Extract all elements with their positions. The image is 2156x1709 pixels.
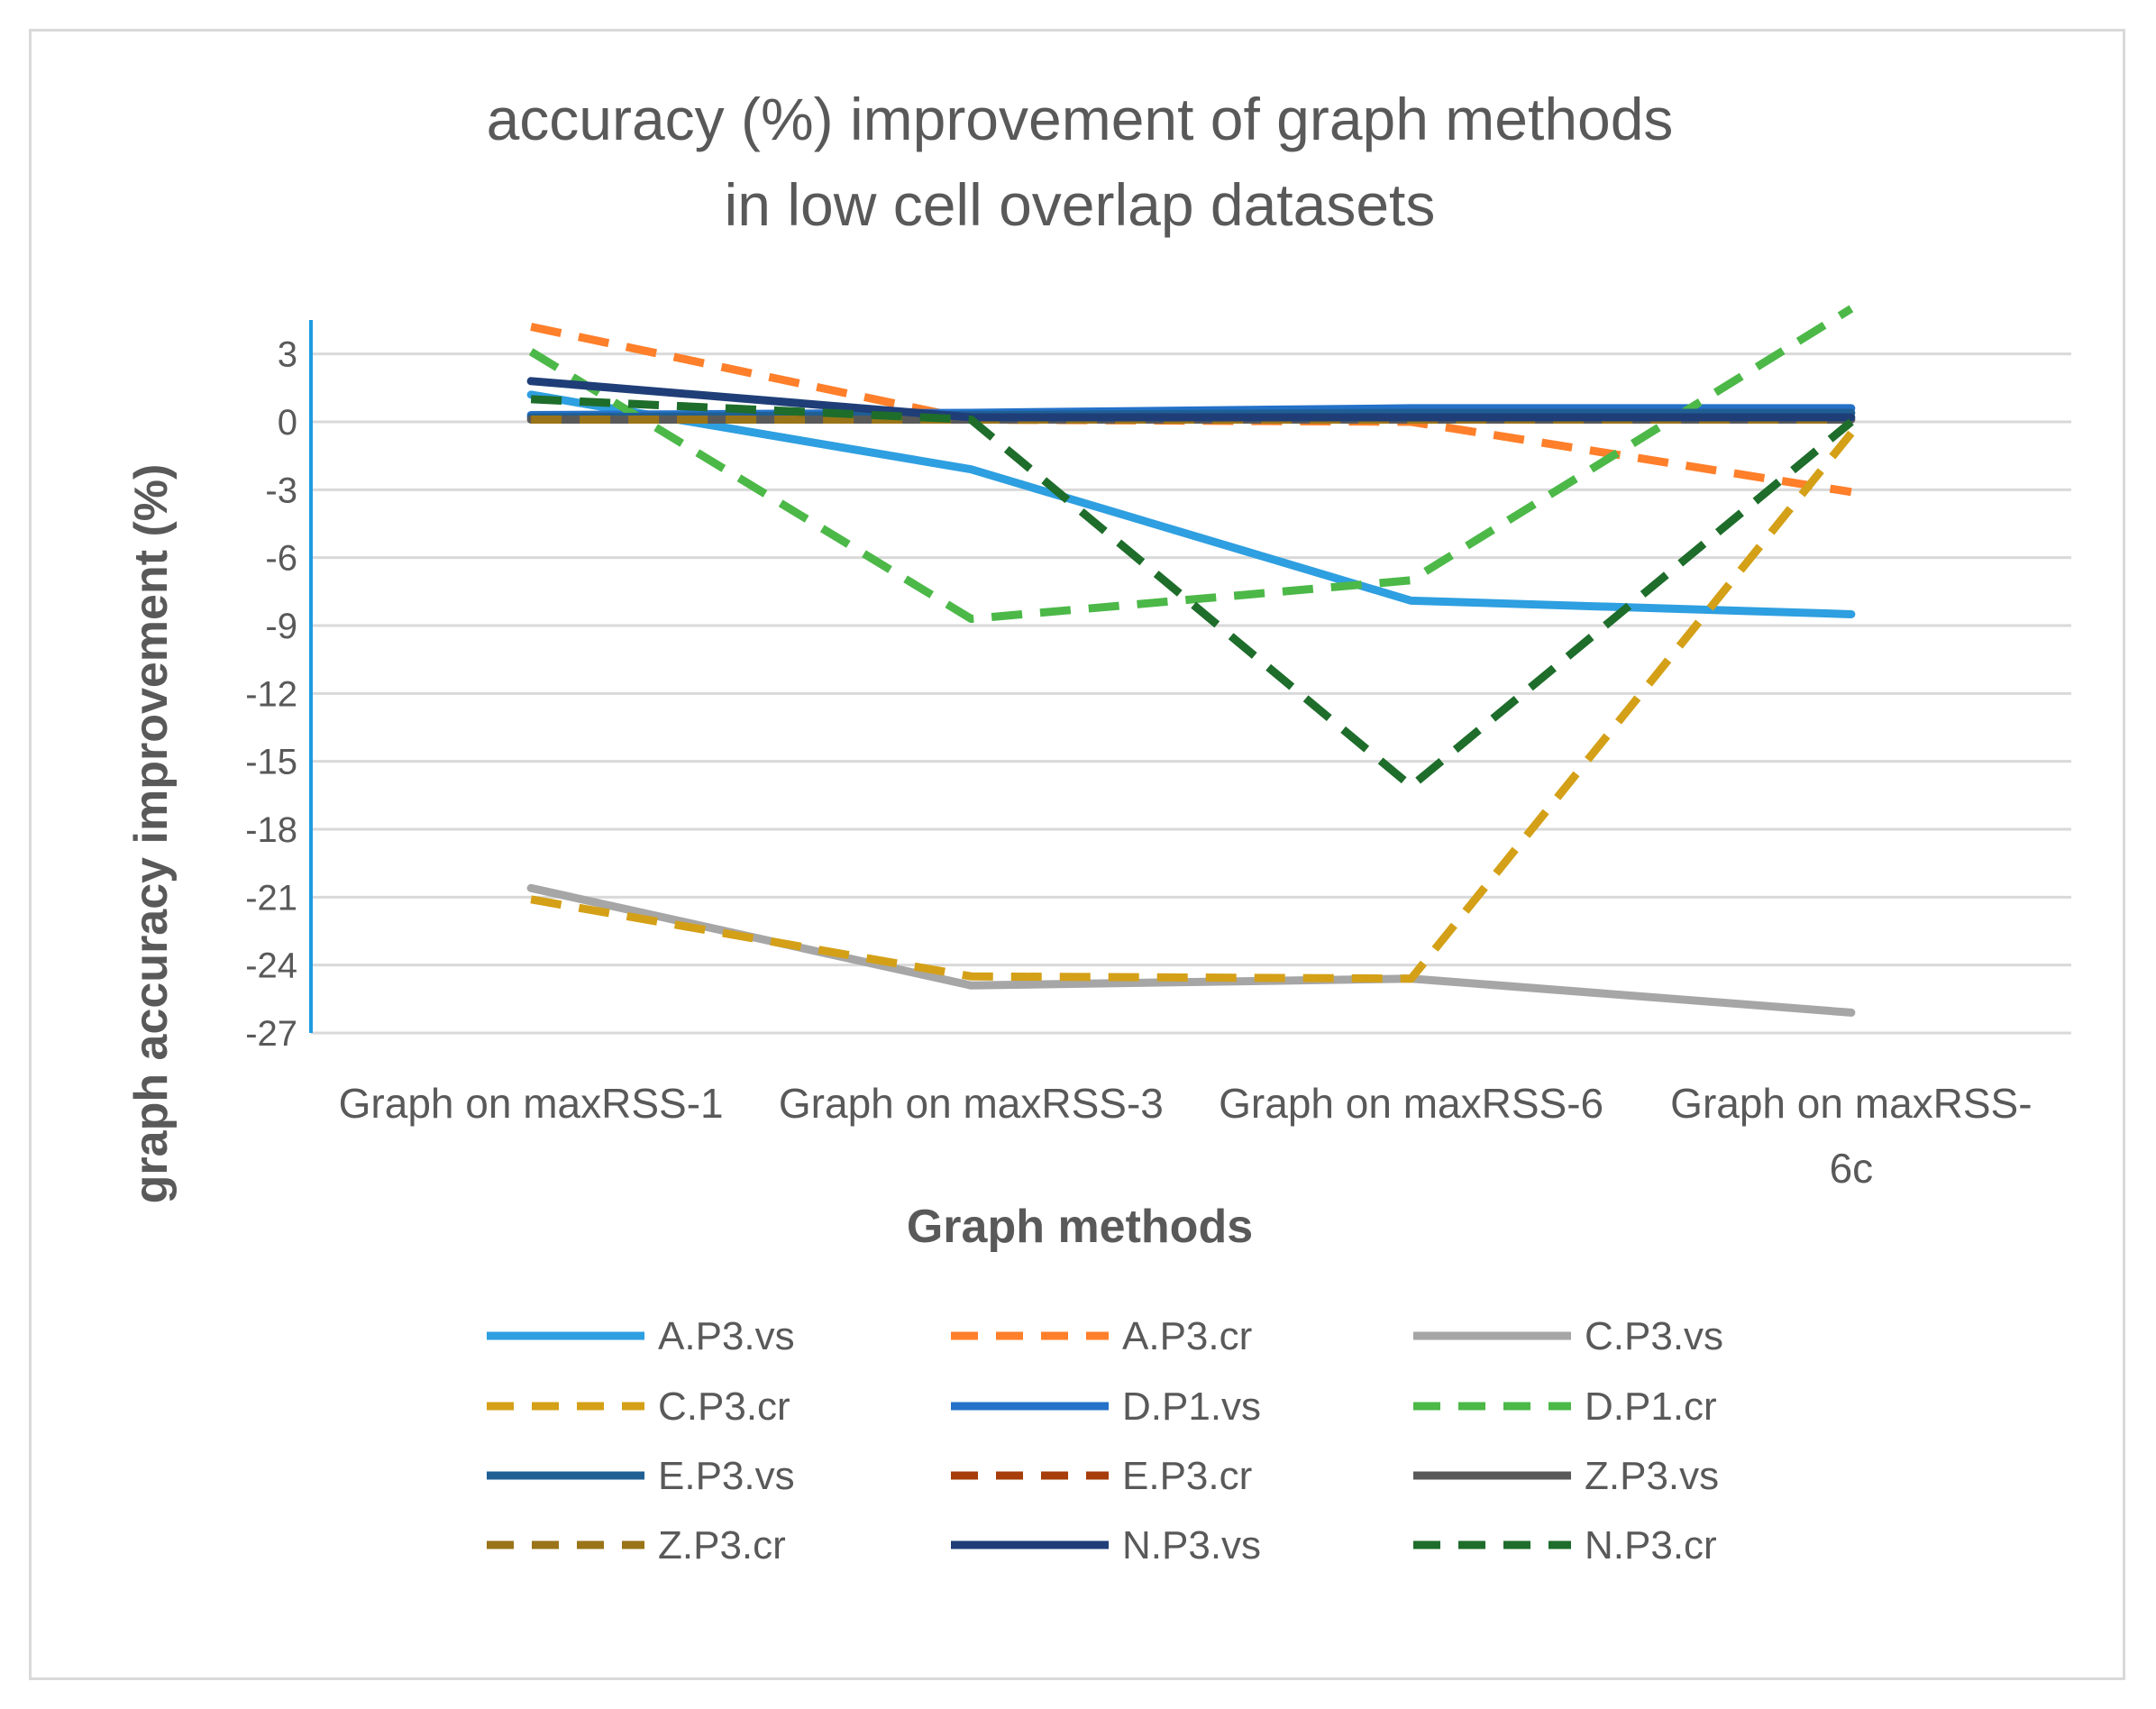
chart-title-line-2: in low cell overlap datasets (725, 171, 1436, 238)
y-tick-label: -24 (245, 946, 297, 986)
legend-item: A.P3.cr (951, 1314, 1252, 1358)
chart-title: accuracy (%) improvement of graph method… (487, 86, 1674, 238)
legend-label: D.P1.cr (1585, 1385, 1717, 1429)
series-line-d-p1-cr (528, 305, 1854, 623)
x-axis-categories: Graph on maxRSS-1 Graph on maxRSS-3 Graph … (339, 1080, 2033, 1192)
x-category-label: Graph on maxRSS-6 (1219, 1080, 1603, 1127)
y-tick-label: 0 (278, 403, 297, 443)
legend-label: C.P3.cr (658, 1385, 790, 1429)
y-tick-label: -9 (265, 607, 297, 646)
chart-title-line-1: accuracy (%) improvement of graph method… (487, 86, 1674, 152)
x-category-label-line: Graph on maxRSS-1 (339, 1080, 724, 1127)
x-category-label-line: Graph on maxRSS- (1670, 1080, 2032, 1127)
legend-label: E.P3.vs (658, 1454, 795, 1498)
series-line-c-p3-cr (530, 430, 1855, 983)
legend-item: N.P3.cr (1413, 1523, 1717, 1567)
series-line-a-p3-vs (526, 390, 1856, 618)
legend-item: A.P3.vs (487, 1314, 795, 1358)
legend-item: E.P3.cr (951, 1454, 1252, 1498)
x-category-label: Graph on maxRSS- 6c (1670, 1080, 2032, 1192)
legend-label: D.P1.vs (1122, 1385, 1261, 1429)
legend-item: N.P3.vs (951, 1523, 1261, 1567)
legend-item: E.P3.vs (487, 1454, 795, 1498)
legend-item: Z.P3.cr (487, 1523, 786, 1567)
y-tick-label: -15 (245, 743, 297, 782)
legend-label: Z.P3.cr (658, 1523, 786, 1567)
legend: A.P3.vs A.P3.cr C.P3.vs C.P3.cr D.P1.vs D.P1.… (487, 1314, 1723, 1567)
y-axis-ticks: 3 0 -3 -6 -9 -12 -15 -18 -21 -24 -27 (245, 335, 297, 1054)
series-line-a-p3-cr (530, 323, 1852, 497)
legend-item: Z.P3.vs (1413, 1454, 1719, 1498)
series-line-n-p3-vs (526, 377, 1856, 422)
legend-item: D.P1.vs (951, 1385, 1261, 1429)
legend-label: E.P3.cr (1122, 1454, 1252, 1498)
y-tick-label: -6 (265, 539, 297, 579)
legend-label: N.P3.cr (1585, 1523, 1717, 1567)
y-axis-title: graph accuracy improvement (%) (125, 464, 178, 1204)
y-tick-label: -27 (245, 1014, 297, 1054)
series-line-c-p3-vs (526, 883, 1856, 1017)
legend-item: D.P1.cr (1413, 1385, 1717, 1429)
legend-label: A.P3.vs (658, 1314, 795, 1358)
legend-label: A.P3.cr (1122, 1314, 1252, 1358)
legend-item: C.P3.vs (1413, 1314, 1723, 1358)
legend-label: C.P3.vs (1585, 1314, 1723, 1358)
legend-label: N.P3.vs (1122, 1523, 1261, 1567)
y-tick-label: -18 (245, 810, 297, 850)
legend-label: Z.P3.vs (1585, 1454, 1719, 1498)
x-category-label: Graph on maxRSS-1 (339, 1080, 724, 1127)
y-tick-label: 3 (278, 335, 297, 375)
x-category-label-line: 6c (1830, 1145, 1874, 1192)
y-tick-label: -12 (245, 674, 297, 714)
x-category-label: Graph on maxRSS-3 (779, 1080, 1164, 1127)
y-tick-label: -3 (265, 471, 297, 510)
legend-item: C.P3.cr (487, 1385, 790, 1429)
x-category-label-line: Graph on maxRSS-6 (1219, 1080, 1603, 1127)
x-axis-title: Graph methods (907, 1201, 1253, 1253)
y-tick-label: -21 (245, 878, 297, 918)
series-line-n-p3-cr (530, 395, 1854, 791)
x-category-label-line: Graph on maxRSS-3 (779, 1080, 1164, 1127)
series-lines (526, 305, 1856, 1017)
